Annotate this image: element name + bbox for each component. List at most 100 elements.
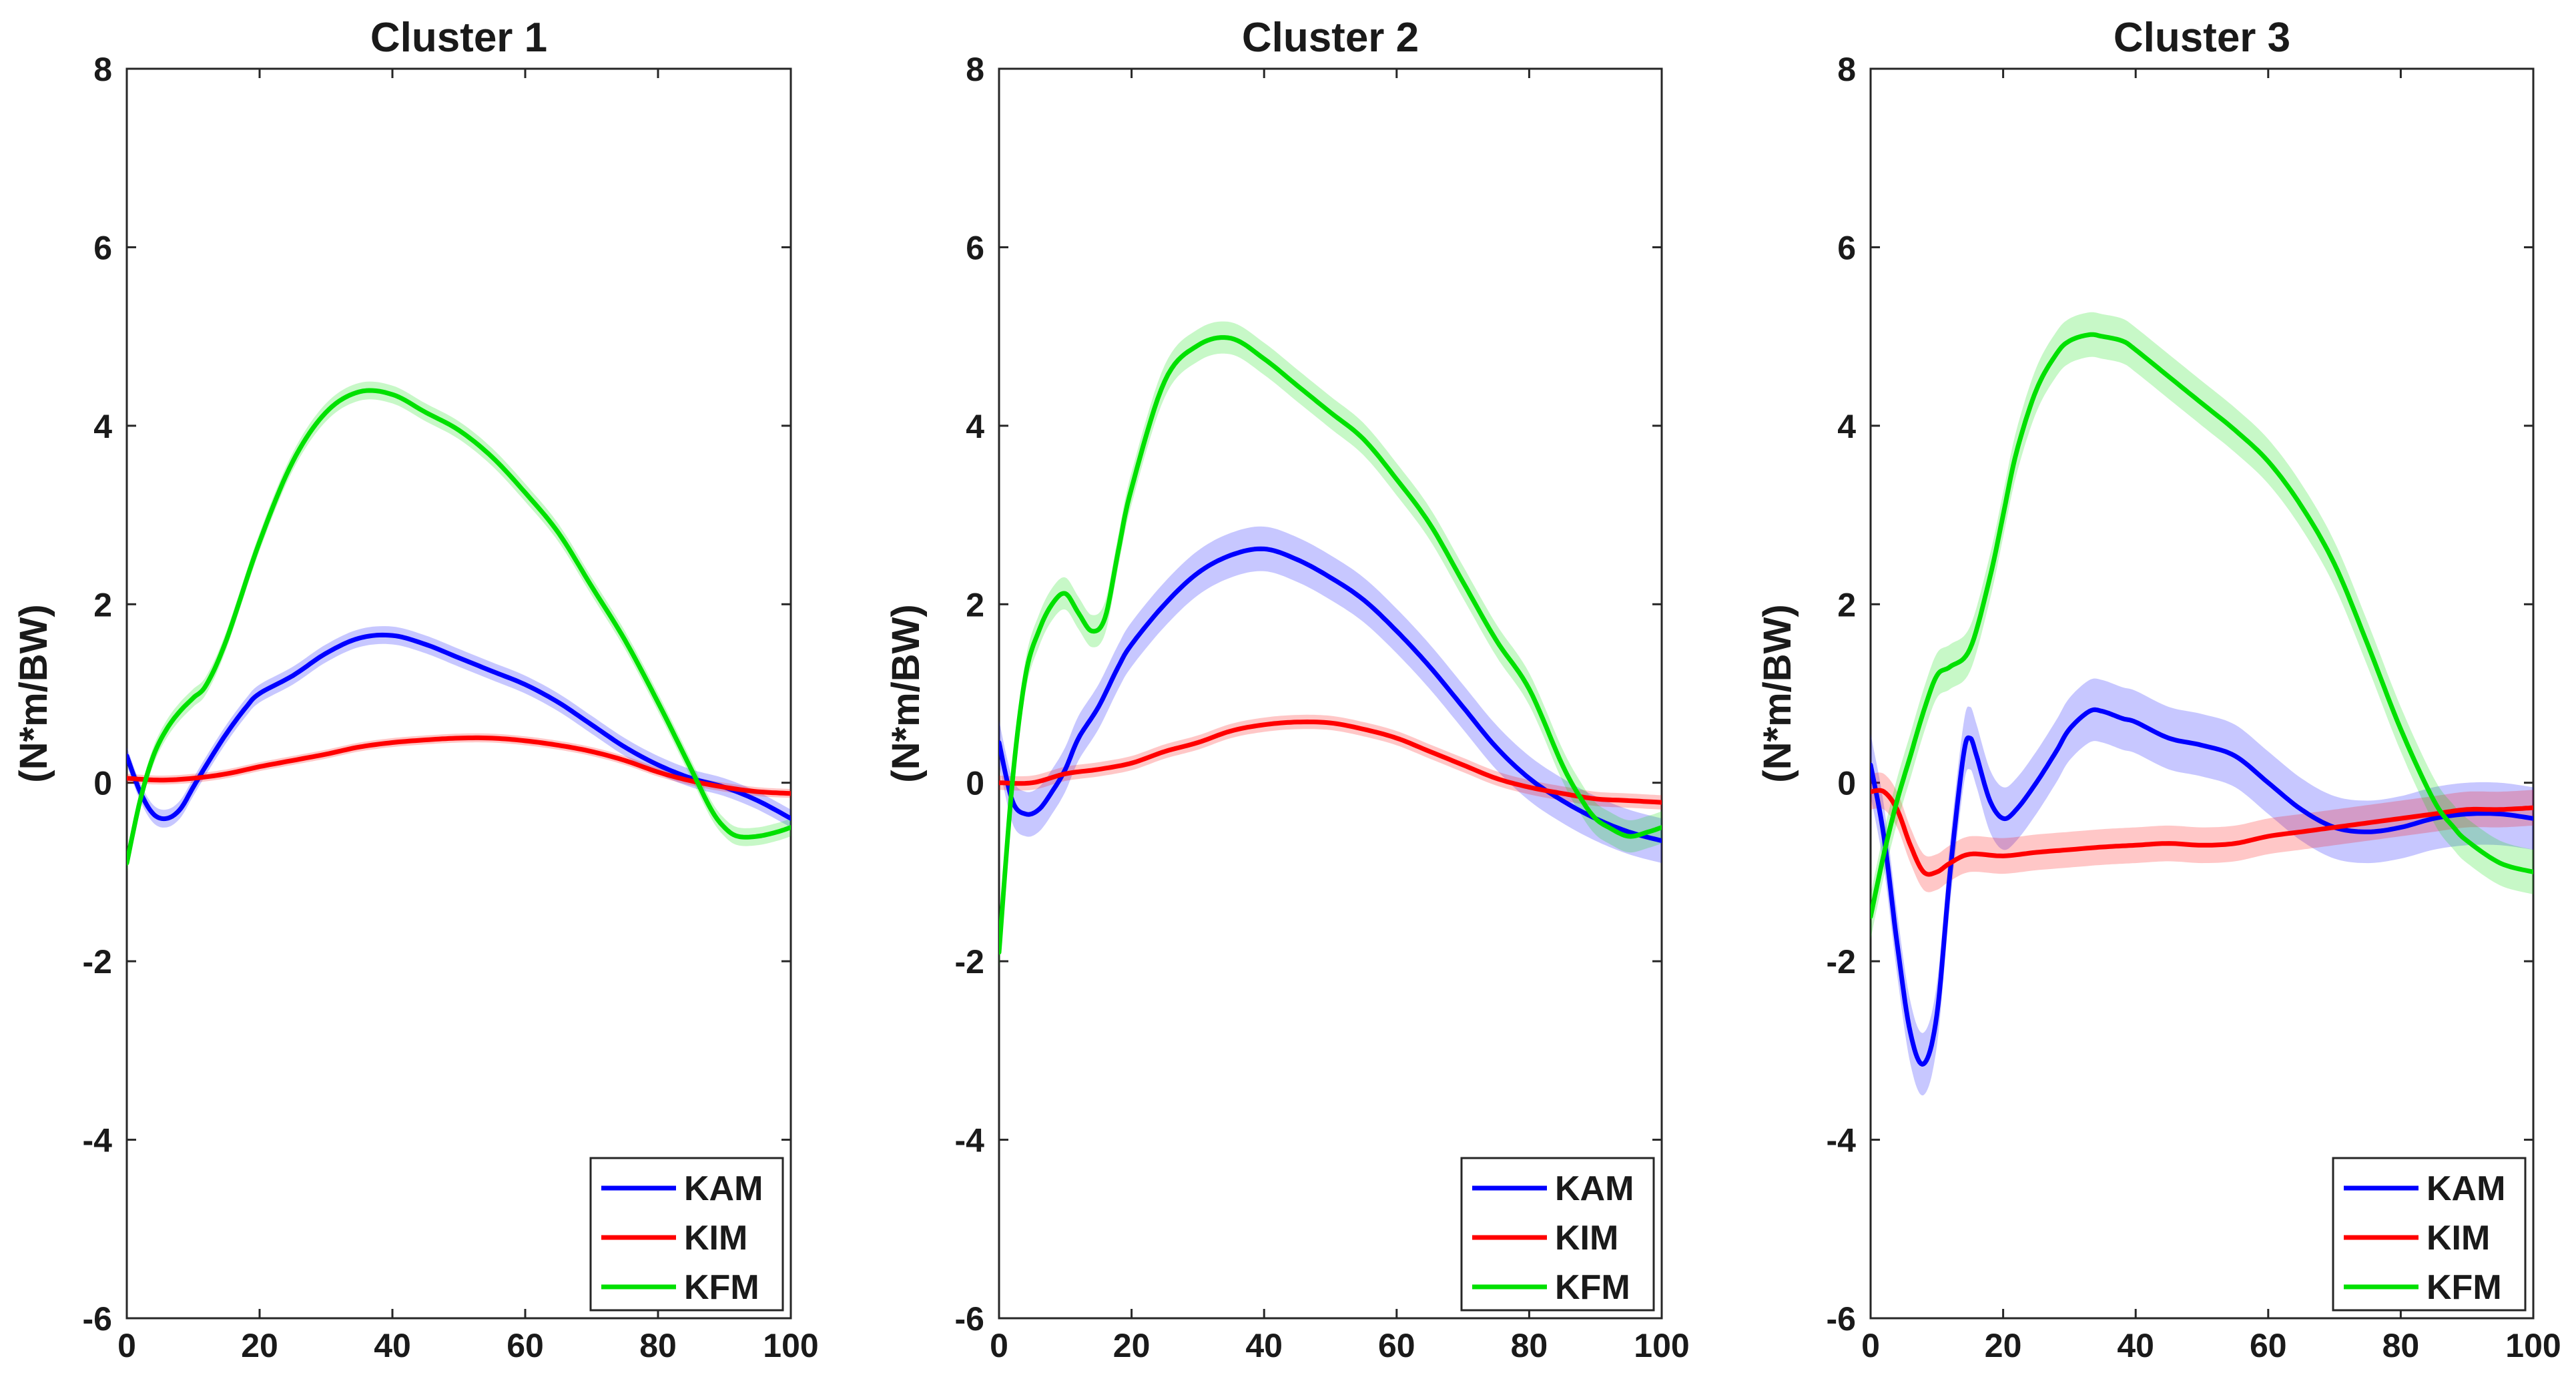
data-point-kim <box>324 752 328 756</box>
y-tick-label: 2 <box>1837 586 1856 623</box>
data-point-kam <box>1961 754 1966 758</box>
x-tick-label: 60 <box>1378 1327 1415 1364</box>
data-point-kam <box>1626 830 1631 834</box>
data-point-kam <box>151 812 155 816</box>
data-point-kam <box>2067 727 2071 732</box>
data-point-kam <box>390 633 395 638</box>
data-point-kfm <box>722 825 727 830</box>
data-point-kfm <box>1580 798 1584 803</box>
data-point-kim <box>357 745 362 750</box>
data-point-kam <box>2299 807 2304 812</box>
data-point-kfm <box>1881 852 1886 856</box>
data-point-kam <box>656 762 661 767</box>
data-point-kfm <box>178 709 182 714</box>
y-tick-label: 8 <box>966 51 984 88</box>
data-point-kfm <box>1869 914 1873 919</box>
data-point-kim <box>589 749 594 754</box>
series-line-kfm <box>999 335 1662 955</box>
data-point-kim <box>1560 791 1565 796</box>
data-point-kam <box>1494 745 1498 750</box>
data-point-kam <box>2432 816 2437 821</box>
data-point-kam <box>997 740 1002 745</box>
data-point-kam <box>1948 870 1953 874</box>
data-point-kim <box>125 776 129 781</box>
data-point-kam <box>1660 838 1664 843</box>
x-tick-label: 0 <box>1861 1327 1880 1364</box>
data-point-kfm <box>2087 332 2091 337</box>
data-point-kfm <box>2398 727 2403 732</box>
data-point-kfm <box>2054 352 2059 356</box>
data-point-kam <box>164 816 169 821</box>
data-point-kfm <box>2134 348 2138 352</box>
data-point-kam <box>290 673 295 678</box>
y-tick-label: 6 <box>966 229 984 266</box>
data-point-kfm <box>1908 754 1913 758</box>
data-point-kam <box>191 785 196 790</box>
data-point-kim <box>1295 720 1299 724</box>
x-tick-label: 80 <box>2382 1327 2420 1364</box>
series-line-kam <box>999 546 1662 844</box>
data-point-kfm <box>2034 388 2039 392</box>
chart-title: Cluster 1 <box>370 15 547 61</box>
series-band-kim <box>1871 772 2533 892</box>
data-point-kfm <box>1262 356 1267 361</box>
series-line-kim <box>127 735 791 796</box>
data-point-kim <box>1527 785 1532 790</box>
data-point-kam <box>2200 743 2204 748</box>
data-point-kfm <box>2531 870 2536 874</box>
y-tick-label: 2 <box>93 586 112 623</box>
data-point-kfm <box>689 767 693 772</box>
chart-panel-2: 0 20 40 60 80 100 -6 -4 -2 0 2 4 6 8 Cluster 2 (N*m/BW)… <box>884 15 1690 1364</box>
data-point-kam <box>423 642 428 647</box>
data-point-kfm <box>2332 562 2337 567</box>
data-point-kam <box>1869 762 1873 767</box>
data-point-kfm <box>1229 336 1233 340</box>
data-point-kfm <box>755 834 760 838</box>
y-tick-label: -6 <box>83 1300 112 1338</box>
data-point-kam <box>2014 807 2019 812</box>
data-point-kfm <box>1090 629 1094 633</box>
data-point-kam <box>1163 602 1167 607</box>
data-point-kim <box>623 758 627 763</box>
series-band-kfm <box>127 381 791 872</box>
data-point-kim <box>390 740 395 745</box>
y-tick-label: -2 <box>955 943 984 981</box>
data-point-kim <box>2200 843 2204 848</box>
y-axis-label: (N*m/BW) <box>1756 604 1799 782</box>
x-tick-label: 80 <box>639 1327 677 1364</box>
data-point-kim <box>2398 816 2403 821</box>
data-point-kfm <box>1921 709 1926 714</box>
data-point-kim <box>2498 807 2503 812</box>
data-point-kim <box>1461 762 1466 767</box>
x-tick-label: 40 <box>1245 1327 1283 1364</box>
series-line-kfm <box>1871 332 2533 919</box>
data-point-kam <box>755 798 760 803</box>
data-point-kam <box>1921 1061 1926 1066</box>
data-point-kim <box>1129 761 1134 766</box>
data-point-kim <box>290 758 295 763</box>
data-point-kim <box>2067 848 2071 852</box>
chart-panel-3: 0 20 40 60 80 100 -6 -4 -2 0 2 4 6 8 Cluster 3 (N*m/BW)… <box>1756 15 2561 1364</box>
data-point-kam <box>1361 597 1366 602</box>
data-point-kim <box>456 736 461 740</box>
y-tick-label: -6 <box>1827 1300 1856 1338</box>
data-point-kim <box>423 738 428 742</box>
series-line-kim <box>999 720 1662 805</box>
data-point-kam <box>244 705 249 710</box>
legend: KAM KIM KFM <box>589 1157 784 1312</box>
data-point-kfm <box>1948 664 1953 669</box>
data-point-kfm <box>1646 830 1651 834</box>
data-point-kfm <box>258 539 262 544</box>
series-line-kim <box>1871 788 2533 877</box>
data-point-kfm <box>2014 450 2019 455</box>
data-point-kfm <box>164 727 169 732</box>
data-point-kam <box>357 636 362 641</box>
data-point-kfm <box>1102 615 1107 620</box>
data-point-kim <box>1626 798 1631 803</box>
data-point-kim <box>523 738 528 743</box>
data-point-kam <box>1050 790 1054 794</box>
data-point-kim <box>2299 830 2304 834</box>
data-point-kam <box>1967 736 1972 740</box>
data-point-kam <box>1394 629 1399 633</box>
